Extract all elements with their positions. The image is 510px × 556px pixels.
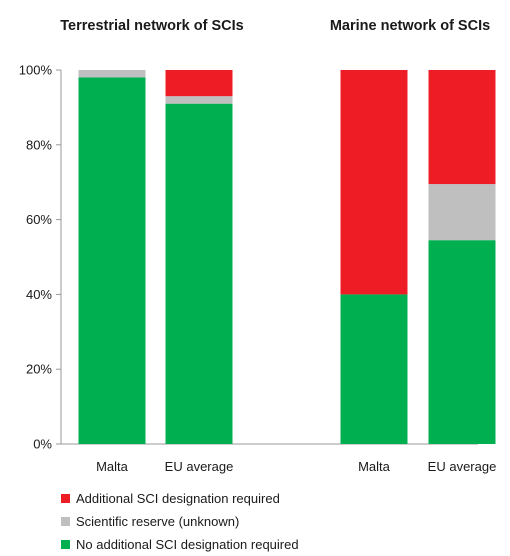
category-labels: Malta EU average Malta EU average: [96, 459, 496, 474]
bar-segment: [428, 240, 496, 444]
bar-segment: [340, 294, 408, 444]
legend: Additional SCI designation required Scien…: [61, 491, 299, 552]
bar-segment: [78, 70, 146, 78]
legend-label: Scientific reserve (unknown): [76, 514, 239, 529]
y-tick-label: 60%: [26, 212, 52, 227]
bar-segment: [78, 77, 146, 444]
category-label: Malta: [358, 459, 391, 474]
bar-segment: [165, 103, 233, 444]
panel-title-terrestrial: Terrestrial network of SCIs: [60, 18, 243, 34]
y-tick-label: 100%: [19, 63, 53, 78]
bar-segment: [165, 70, 233, 97]
legend-swatch: [61, 540, 70, 549]
legend-label: No additional SCI designation required: [76, 537, 299, 552]
legend-swatch: [61, 494, 70, 503]
category-label: EU average: [165, 459, 234, 474]
category-label: Malta: [96, 459, 129, 474]
legend-label: Additional SCI designation required: [76, 491, 280, 506]
bar-segment: [340, 70, 408, 295]
y-axis-ticks: 0% 20% 40% 60% 80% 100%: [19, 63, 61, 452]
category-label: EU average: [428, 459, 497, 474]
bar-segment: [428, 184, 496, 241]
panel-title-marine: Marine network of SCIs: [330, 18, 490, 34]
bar-segment: [428, 70, 496, 185]
bar-segment: [165, 96, 233, 104]
y-tick-label: 40%: [26, 287, 52, 302]
bars-group: [78, 70, 496, 444]
y-tick-label: 80%: [26, 137, 52, 152]
y-tick-label: 0%: [33, 437, 52, 452]
legend-swatch: [61, 517, 70, 526]
y-tick-label: 20%: [26, 362, 52, 377]
